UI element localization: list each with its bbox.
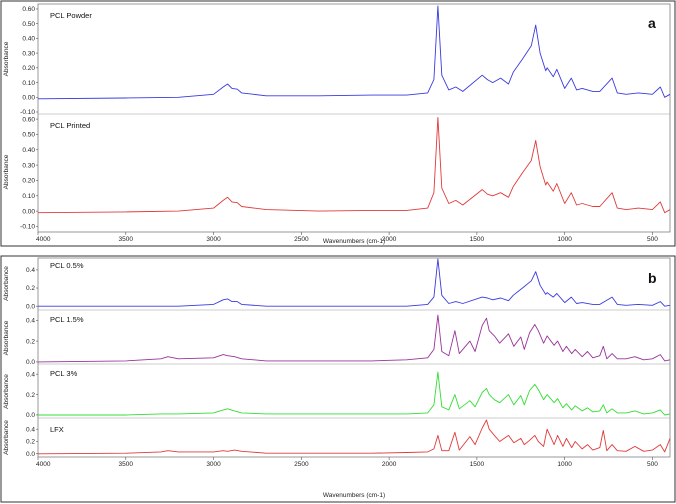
x-tick-label: 3000 [206, 461, 221, 468]
figure-b-x-axis: 4000 3500 3000 2500 2000 1500 1000 500 [36, 457, 658, 468]
y-tick-label: 0.2 [26, 439, 35, 446]
y-tick-label: -0.10 [20, 224, 35, 231]
x-tick-label: 3500 [119, 461, 134, 468]
panel-pcl-1-5: 0.4 0.2 0.0 Absorbance PCL 1.5% [3, 309, 671, 366]
y-axis-title: Absorbance [3, 41, 10, 76]
x-tick-label: 4000 [36, 461, 51, 468]
y-axis-title: Absorbance [3, 154, 10, 189]
x-tick-label: 1000 [557, 461, 572, 468]
y-axis-title: Absorbance [3, 266, 10, 301]
x-tick-label: 4000 [36, 236, 51, 243]
y-tick-label: 0.4 [26, 267, 35, 274]
figure-a: a 4000 3500 3000 2500 2000 1500 1000 500 Wavenu… [0, 0, 676, 247]
spectrum-line [37, 5, 671, 100]
panel-pcl-0-5: 0.4 0.2 0.0 Absorbance PCL 0.5% [3, 258, 671, 310]
x-tick-label: 500 [647, 461, 658, 468]
y-tick-label: 0.40 [22, 147, 35, 154]
y-tick-label: 0.60 [22, 116, 35, 123]
figure-b-x-axis-title: Wavenumbers (cm-1) [323, 492, 385, 499]
y-axis-title: Absorbance [3, 320, 10, 355]
y-tick-label: 0.60 [22, 6, 35, 13]
y-tick-label: 0.00 [22, 208, 35, 215]
y-tick-label: 0.40 [22, 36, 35, 43]
panel-lfx: 0.4 0.2 0.0 Absorbance LFX [3, 417, 671, 458]
spectrum-line [38, 258, 671, 307]
x-tick-label: 2000 [382, 461, 397, 468]
spectrum-line [38, 371, 671, 416]
figure-a-frame [0, 0, 676, 247]
y-tick-label: 0.10 [22, 80, 35, 87]
y-tick-label: 0.2 [26, 285, 35, 292]
x-tick-label: 3000 [206, 236, 221, 243]
panel-pcl-printed: 0.60 0.50 0.40 0.30 0.20 0.10 0.00 -0.10 Absorba… [3, 113, 671, 231]
series-title: PCL 0.5% [50, 261, 84, 270]
y-tick-label: 0.20 [22, 178, 35, 185]
y-tick-label: 0.0 [26, 359, 35, 366]
series-title: LFX [50, 425, 64, 434]
figure-a-plot-border [37, 3, 671, 233]
y-tick-label: 0.0 [26, 412, 35, 419]
figure-a-letter: a [648, 15, 656, 31]
y-tick-label: 0.4 [26, 318, 35, 325]
x-tick-label: 2000 [382, 236, 397, 243]
series-title: PCL 1.5% [50, 315, 84, 324]
y-tick-label: -0.10 [20, 109, 35, 116]
y-tick-label: 0.50 [22, 132, 35, 139]
figure-b-letter: b [648, 270, 657, 286]
series-title: PCL Powder [50, 11, 92, 20]
y-tick-label: 0.20 [22, 65, 35, 72]
x-tick-label: 2500 [294, 236, 309, 243]
figure-a-x-axis-title: Wavenumbers (cm-1) [323, 238, 385, 245]
panel-pcl-3: 0.4 0.2 0.0 Absorbance PCL 3% [3, 363, 671, 419]
y-tick-label: 0.4 [26, 426, 35, 433]
y-tick-label: 0.2 [26, 392, 35, 399]
series-title: PCL Printed [50, 121, 90, 130]
spectrum-line [37, 117, 671, 214]
figure-a-x-axis: 4000 3500 3000 2500 2000 1500 1000 500 [36, 232, 658, 243]
x-tick-label: 1000 [557, 236, 572, 243]
y-tick-label: 0.4 [26, 371, 35, 378]
x-tick-label: 1500 [470, 236, 485, 243]
y-tick-label: 0.0 [26, 451, 35, 458]
y-tick-label: 0.50 [22, 21, 35, 28]
y-tick-label: 0.2 [26, 338, 35, 345]
figure-b: b 4000 3500 3000 2500 2000 1500 1000 500 Wavenu… [0, 255, 676, 503]
y-tick-label: 0.00 [22, 94, 35, 101]
y-axis-title: Absorbance [3, 420, 10, 455]
figure-b-frame [0, 255, 676, 503]
y-tick-label: 0.0 [26, 303, 35, 310]
y-tick-label: 0.30 [22, 162, 35, 169]
spectrum-line [37, 314, 671, 363]
y-axis-title: Absorbance [3, 374, 10, 409]
figure-b-plot-border [37, 257, 671, 458]
y-tick-label: 0.30 [22, 50, 35, 57]
panel-pcl-powder: 0.60 0.50 0.40 0.30 0.20 0.10 0.00 -0.10 Absorba… [3, 5, 671, 116]
x-tick-label: 1500 [470, 461, 485, 468]
series-title: PCL 3% [50, 369, 78, 378]
x-tick-label: 2500 [294, 461, 309, 468]
spectrum-line [37, 419, 671, 455]
x-tick-label: 500 [647, 236, 658, 243]
x-tick-label: 3500 [119, 236, 134, 243]
y-tick-label: 0.10 [22, 193, 35, 200]
